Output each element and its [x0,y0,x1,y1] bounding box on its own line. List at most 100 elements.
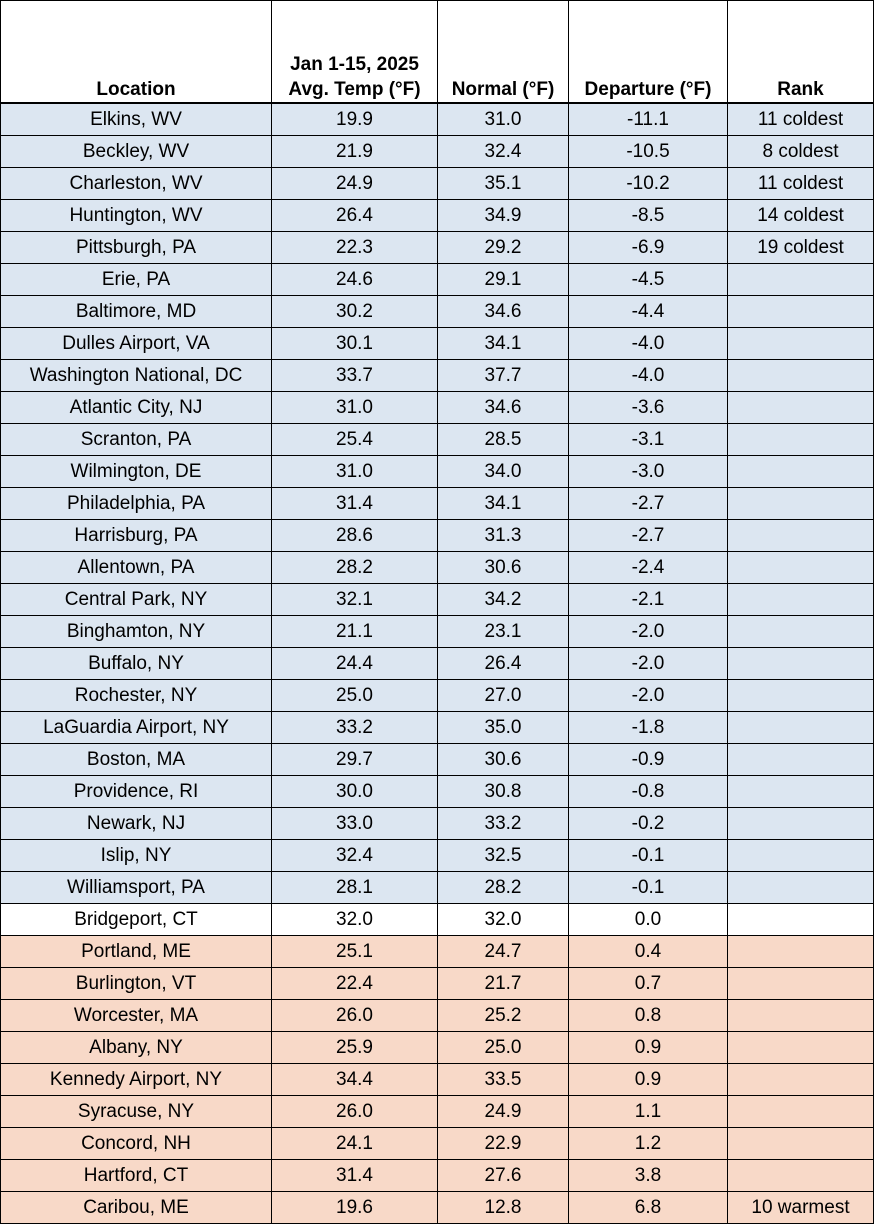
cell-avg-temp: 31.4 [271,1159,438,1192]
cell-rank [727,807,874,840]
cell-normal: 32.5 [437,839,569,872]
cell-avg-temp: 33.7 [271,359,438,392]
header-row: Location Jan 1-15, 2025 Avg. Temp (°F) N… [0,0,874,104]
cell-normal: 30.6 [437,743,569,776]
cell-normal: 29.1 [437,263,569,296]
cell-location: Boston, MA [0,743,272,776]
table-row: Charleston, WV 24.9 35.1 -10.2 11 coldest [0,167,874,200]
table-row: Atlantic City, NJ 31.0 34.6 -3.6 [0,391,874,424]
cell-avg-temp: 22.4 [271,967,438,1000]
cell-avg-temp: 25.1 [271,935,438,968]
cell-departure: 1.2 [568,1127,728,1160]
table-body: Elkins, WV 19.9 31.0 -11.1 11 coldest Beckley… [0,102,874,1224]
cell-departure: 0.4 [568,935,728,968]
cell-avg-temp: 30.1 [271,327,438,360]
cell-rank [727,679,874,712]
cell-location: Williamsport, PA [0,871,272,904]
cell-rank [727,1063,874,1096]
table-row: Williamsport, PA 28.1 28.2 -0.1 [0,871,874,904]
cell-departure: 1.1 [568,1095,728,1128]
table-header: Location Jan 1-15, 2025 Avg. Temp (°F) N… [0,0,874,104]
header-avg-temp-label: Avg. Temp (°F) [288,79,421,100]
cell-location: Hartford, CT [0,1159,272,1192]
table-row: Albany, NY 25.9 25.0 0.9 [0,1031,874,1064]
cell-avg-temp: 25.9 [271,1031,438,1064]
cell-normal: 24.7 [437,935,569,968]
cell-rank [727,903,874,936]
cell-location: Wilmington, DE [0,455,272,488]
cell-rank [727,615,874,648]
table-row: Central Park, NY 32.1 34.2 -2.1 [0,583,874,616]
cell-normal: 34.6 [437,391,569,424]
cell-normal: 22.9 [437,1127,569,1160]
cell-avg-temp: 34.4 [271,1063,438,1096]
header-normal: Normal (°F) [437,0,569,104]
cell-normal: 28.5 [437,423,569,456]
table-row: Baltimore, MD 30.2 34.6 -4.4 [0,295,874,328]
table-row: Syracuse, NY 26.0 24.9 1.1 [0,1095,874,1128]
table-row: Providence, RI 30.0 30.8 -0.8 [0,775,874,808]
header-avg-temp: Jan 1-15, 2025 Avg. Temp (°F) [271,0,438,104]
cell-normal: 30.6 [437,551,569,584]
table-row: Caribou, ME 19.6 12.8 6.8 10 warmest [0,1191,874,1224]
cell-normal: 25.2 [437,999,569,1032]
cell-normal: 34.6 [437,295,569,328]
cell-location: Washington National, DC [0,359,272,392]
cell-rank [727,871,874,904]
cell-normal: 32.0 [437,903,569,936]
cell-departure: -2.0 [568,647,728,680]
cell-normal: 25.0 [437,1031,569,1064]
cell-normal: 34.0 [437,455,569,488]
table-row: Elkins, WV 19.9 31.0 -11.1 11 coldest [0,102,874,136]
cell-departure: -8.5 [568,199,728,232]
cell-departure: -0.2 [568,807,728,840]
table-row: Philadelphia, PA 31.4 34.1 -2.7 [0,487,874,520]
cell-location: Harrisburg, PA [0,519,272,552]
cell-departure: 0.7 [568,967,728,1000]
table-row: Bridgeport, CT 32.0 32.0 0.0 [0,903,874,936]
cell-rank [727,775,874,808]
cell-rank [727,839,874,872]
cell-normal: 32.4 [437,135,569,168]
cell-avg-temp: 26.4 [271,199,438,232]
cell-departure: -10.2 [568,167,728,200]
cell-avg-temp: 32.1 [271,583,438,616]
table-row: Rochester, NY 25.0 27.0 -2.0 [0,679,874,712]
cell-rank: 11 coldest [727,167,874,200]
cell-rank [727,423,874,456]
cell-departure: -0.8 [568,775,728,808]
cell-location: Albany, NY [0,1031,272,1064]
cell-normal: 12.8 [437,1191,569,1224]
cell-normal: 33.5 [437,1063,569,1096]
cell-rank [727,327,874,360]
cell-normal: 24.9 [437,1095,569,1128]
cell-normal: 34.1 [437,487,569,520]
cell-rank: 8 coldest [727,135,874,168]
table-row: Harrisburg, PA 28.6 31.3 -2.7 [0,519,874,552]
table-row: Pittsburgh, PA 22.3 29.2 -6.9 19 coldest [0,231,874,264]
cell-rank [727,263,874,296]
cell-normal: 35.0 [437,711,569,744]
table-row: Dulles Airport, VA 30.1 34.1 -4.0 [0,327,874,360]
cell-avg-temp: 19.9 [271,102,438,136]
cell-location: Concord, NH [0,1127,272,1160]
cell-location: Newark, NJ [0,807,272,840]
cell-departure: 0.0 [568,903,728,936]
cell-location: Worcester, MA [0,999,272,1032]
cell-normal: 33.2 [437,807,569,840]
cell-departure: -4.4 [568,295,728,328]
cell-normal: 29.2 [437,231,569,264]
cell-departure: -3.6 [568,391,728,424]
cell-normal: 37.7 [437,359,569,392]
cell-avg-temp: 30.2 [271,295,438,328]
cell-location: Islip, NY [0,839,272,872]
cell-avg-temp: 33.2 [271,711,438,744]
cell-departure: 0.8 [568,999,728,1032]
cell-avg-temp: 26.0 [271,1095,438,1128]
cell-rank [727,967,874,1000]
cell-location: Beckley, WV [0,135,272,168]
cell-departure: -2.4 [568,551,728,584]
cell-rank [727,487,874,520]
cell-rank [727,551,874,584]
